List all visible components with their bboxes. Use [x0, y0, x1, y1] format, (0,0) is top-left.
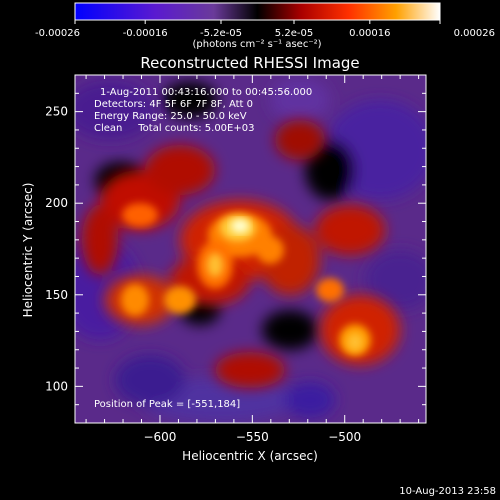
axis-tick-labels: −600 −550 −500 100 150 200 250 [45, 105, 361, 444]
peak-position-label: Position of Peak = [-551,184] [94, 399, 240, 410]
colorbar-tick-label: 5.2e-05 [275, 28, 313, 39]
colorbar [74, 2, 441, 21]
heatmap-image [75, 75, 426, 423]
x-tick-label: −500 [328, 430, 361, 444]
y-tick-label: 100 [45, 379, 68, 393]
colorbar-tick-label: -0.00016 [123, 28, 168, 39]
annotation-clean-counts: Clean Total counts: 5.00E+03 [94, 123, 254, 134]
colorbar-ticks [74, 20, 441, 24]
y-axis-title: Heliocentric Y (arcsec) [21, 183, 35, 318]
y-tick-label: 250 [45, 105, 68, 119]
y-tick-label: 200 [45, 196, 68, 210]
y-tick-label: 150 [45, 288, 68, 302]
colorbar-tick-label: -5.2e-05 [200, 28, 242, 39]
annotation-detectors: Detectors: 4F 5F 6F 7F 8F, Att 0 [94, 99, 253, 110]
x-tick-label: −600 [143, 430, 176, 444]
chart-title: Reconstructed RHESSI Image [140, 54, 359, 72]
colorbar-unit-label: (photons cm⁻² s⁻¹ asec⁻²) [192, 39, 321, 50]
x-axis-title: Heliocentric X (arcsec) [182, 449, 318, 463]
x-tick-label: −550 [236, 430, 269, 444]
colorbar-tick-label: -0.00026 [35, 28, 80, 39]
annotation-energy-range: Energy Range: 25.0 - 50.0 keV [94, 111, 247, 122]
colorbar-tick-label: 0.00016 [349, 28, 390, 39]
colorbar-tick-label: 0.00026 [454, 28, 495, 39]
colorbar-tick-labels: -0.00026 -0.00016 -5.2e-05 5.2e-05 0.00016 0.… [35, 28, 495, 39]
axis-ticks [75, 74, 426, 424]
plot-frame [74, 74, 427, 424]
footer-timestamp: 10-Aug-2013 23:58 [399, 486, 496, 497]
annotation-time-range: 1-Aug-2011 00:43:16.000 to 00:45:56.000 [100, 87, 312, 98]
